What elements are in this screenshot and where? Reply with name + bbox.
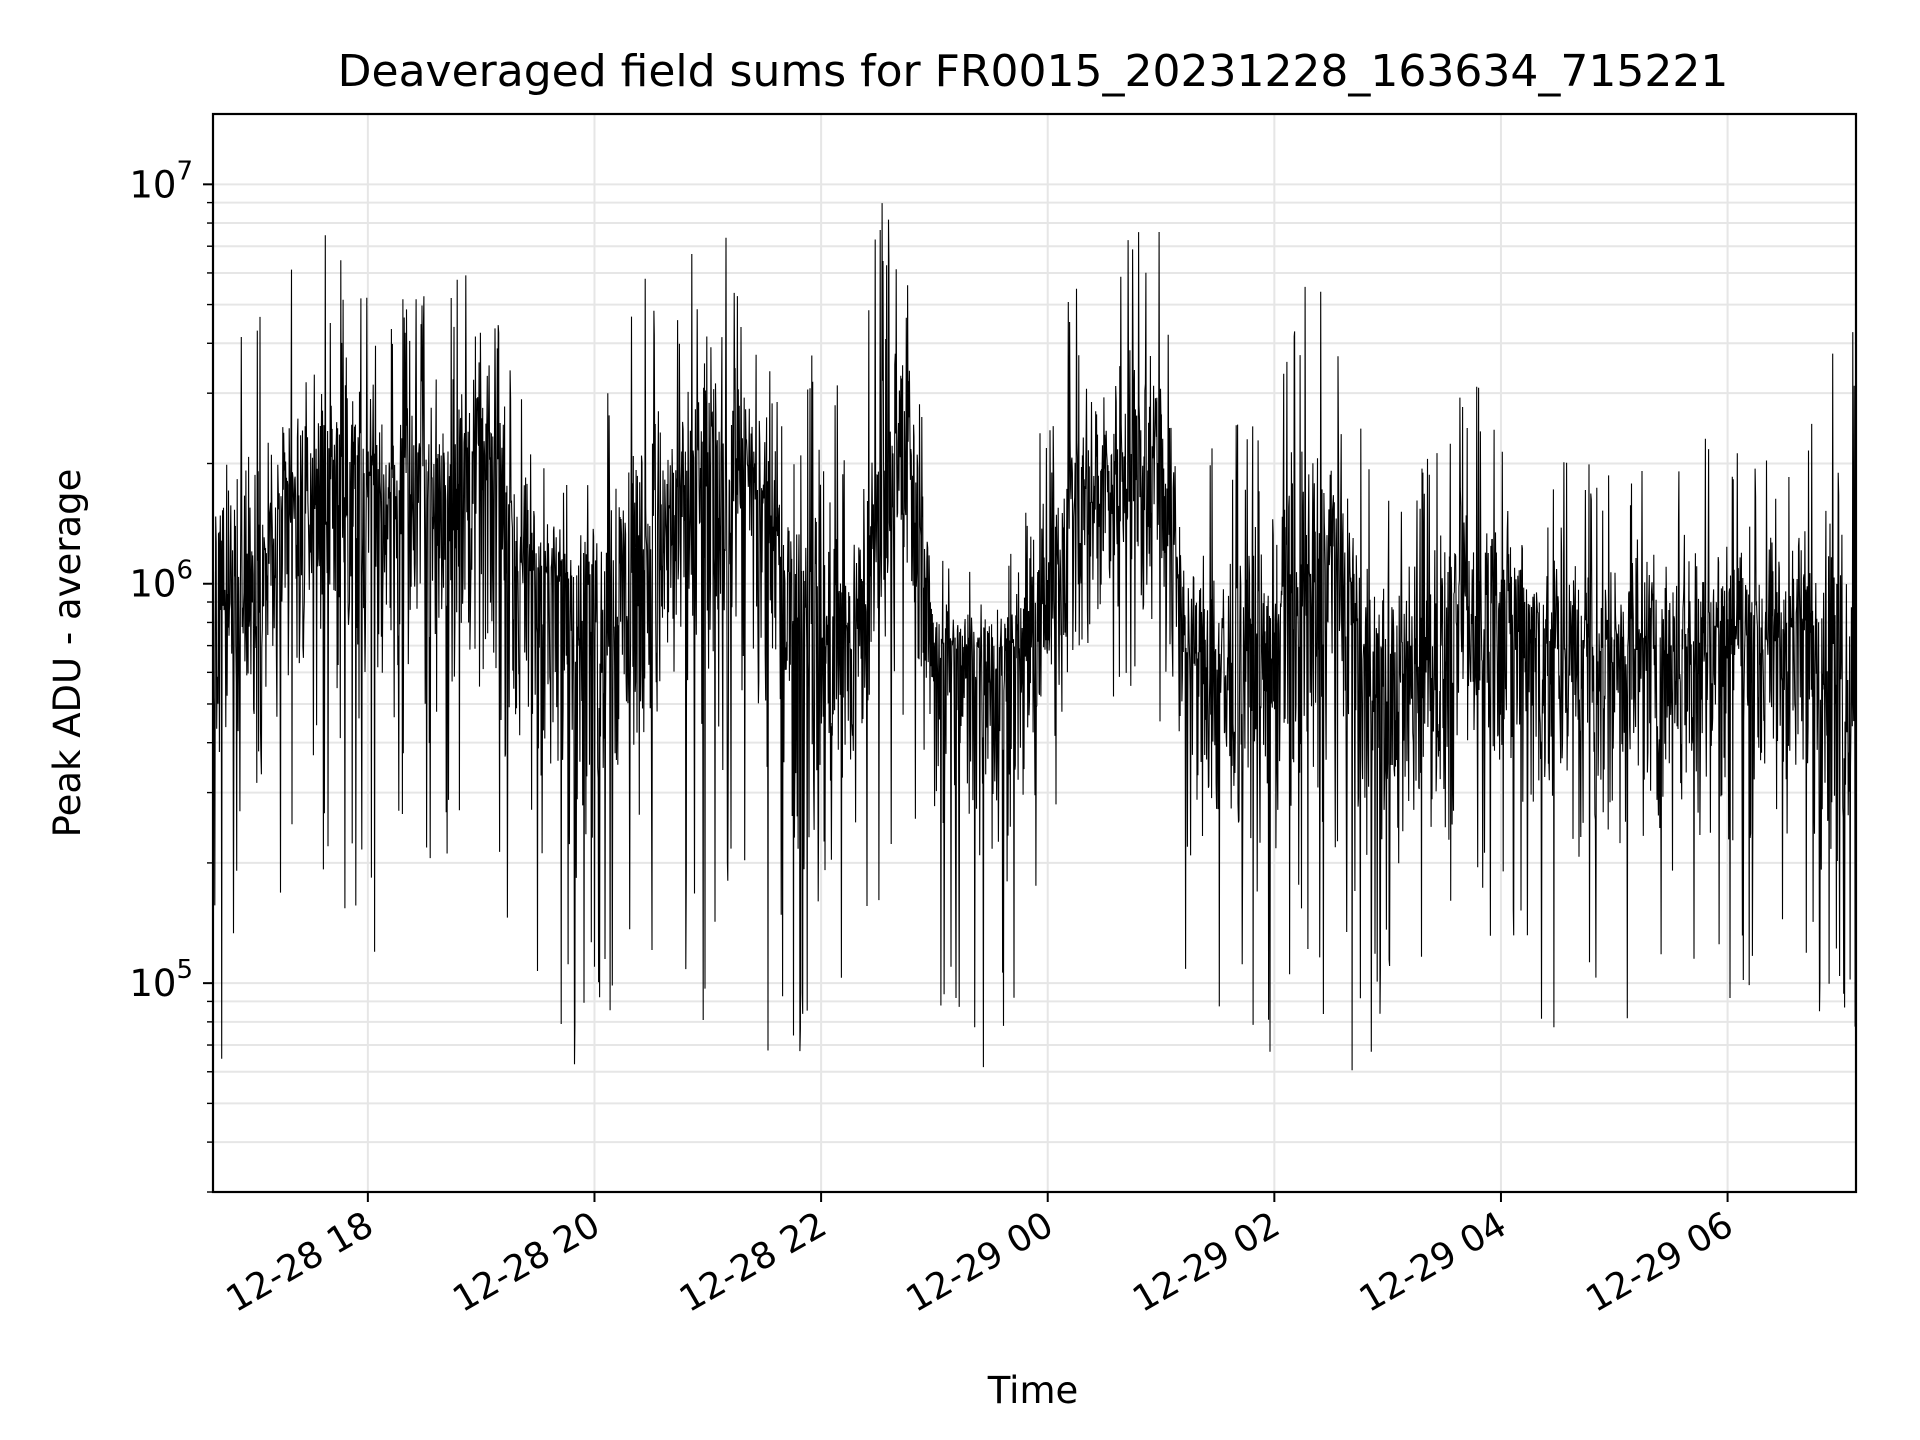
plot-frame: [211, 112, 1858, 1194]
y-axis-label: Peak ADU - average: [46, 469, 89, 838]
x-axis-label: Time: [987, 1369, 1079, 1412]
series-layer: [212, 203, 1857, 1071]
chart-title: Deaveraged field sums for FR0015_2023122…: [338, 46, 1729, 97]
y-axis: 105 106 107: [129, 156, 213, 1193]
series-line: [212, 203, 1857, 1071]
y-tick-label: 107: [129, 156, 193, 206]
y-tick-label: 105: [129, 955, 193, 1005]
y-tick-label: 106: [129, 556, 193, 606]
